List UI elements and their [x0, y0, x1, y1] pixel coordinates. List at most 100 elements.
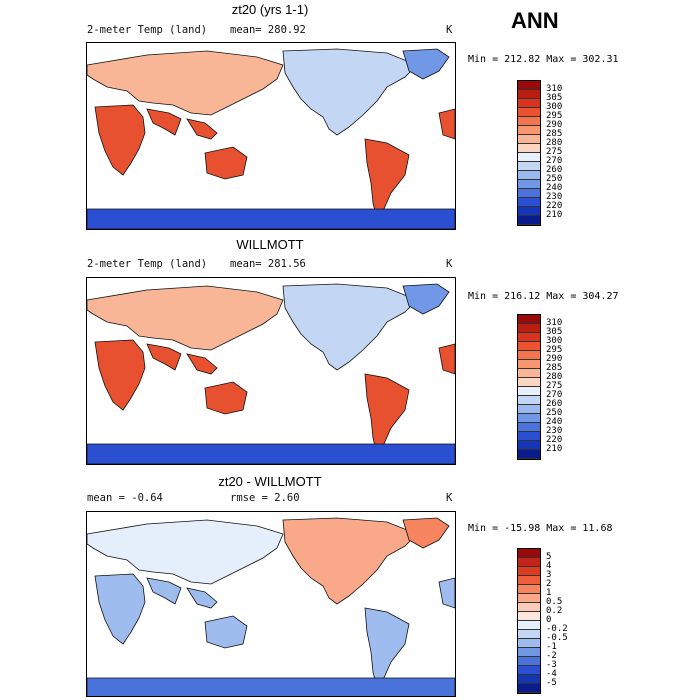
panel-2-minmax: Min = 216.12 Max = 304.27 [468, 291, 619, 302]
colorbar-tick-label: 270 [546, 155, 563, 166]
colorbar-tick-label: 5 [546, 551, 552, 562]
colorbar-tick-label: -3 [546, 659, 557, 670]
landmass-europe-asia [87, 519, 284, 585]
panel-3-rmse-label: rmse = 2.60 [230, 492, 300, 504]
colorbar-swatch [518, 405, 540, 414]
landmass-antarctica [87, 677, 455, 696]
colorbar-swatch [518, 126, 540, 135]
panel-1-mean-label: mean= 280.92 [230, 24, 306, 36]
landmass-south-america [364, 138, 410, 220]
landmass-antarctica [87, 443, 455, 464]
colorbar-swatch [518, 81, 540, 90]
panel-3-map-svg [87, 517, 455, 696]
colorbar-swatch [518, 99, 540, 108]
colorbar-tick-label: 230 [546, 191, 563, 202]
colorbar-swatch [518, 189, 540, 198]
landmass-se-asia [186, 118, 218, 140]
landmass-arabia-india [146, 343, 182, 371]
landmass-greenland [402, 517, 450, 549]
colorbar-swatch [518, 351, 540, 360]
landmass-north-america [282, 517, 418, 605]
panel-1-map [86, 42, 456, 230]
colorbar-swatch [518, 450, 540, 459]
colorbar-tick-label: 0.2 [546, 605, 563, 616]
panel-2-colorbar-labels: 310 305 300 295 290 285 280 275 270 260 250 240 230 2… [546, 314, 586, 458]
colorbar-tick-label: 280 [546, 137, 563, 148]
colorbar-swatch [518, 315, 540, 324]
colorbar-swatch [518, 162, 540, 171]
colorbar-swatch [518, 198, 540, 207]
landmass-europe-asia [87, 285, 284, 351]
colorbar-tick-label: -4 [546, 668, 557, 679]
landmass-south-america [364, 607, 410, 689]
colorbar-swatch [518, 207, 540, 216]
colorbar-swatch [518, 414, 540, 423]
landmass-se-asia [186, 587, 218, 609]
panel-1-title: zt20 (yrs 1-1) [231, 2, 309, 17]
colorbar-swatch [518, 369, 540, 378]
landmass-africa [94, 339, 146, 411]
landmass-australia [204, 381, 248, 415]
colorbar-swatch [518, 612, 540, 621]
colorbar-swatch [518, 387, 540, 396]
colorbar-tick-label: 290 [546, 119, 563, 130]
panel-2-map [86, 277, 456, 465]
colorbar-tick-label: 240 [546, 182, 563, 193]
colorbar-swatch [518, 117, 540, 126]
colorbar-tick-label: -0.5 [546, 632, 568, 643]
panel-3-mean-label: mean = -0.64 [87, 492, 163, 504]
colorbar-swatch [518, 657, 540, 666]
colorbar-swatch [518, 342, 540, 351]
colorbar-tick-label: 3 [546, 569, 552, 580]
colorbar-tick-label: 275 [546, 146, 563, 157]
colorbar-tick-label: 305 [546, 326, 563, 337]
colorbar-swatch [518, 675, 540, 684]
colorbar-swatch [518, 684, 540, 693]
panel-1-colorbar-labels: 310 305 300 295 290 285 280 275 270 260 250 240 230 2… [546, 80, 586, 224]
colorbar-swatch [518, 630, 540, 639]
colorbar-tick-label: 260 [546, 164, 563, 175]
colorbar-tick-label: 4 [546, 560, 552, 571]
colorbar-tick-label: 285 [546, 362, 563, 373]
landmass-north-america [282, 48, 418, 136]
colorbar-tick-label: 0 [546, 614, 552, 625]
colorbar-tick-label: 0.5 [546, 596, 563, 607]
colorbar-tick-label: 280 [546, 371, 563, 382]
panel-2-unit-label: K [446, 258, 453, 270]
colorbar-swatch [518, 423, 540, 432]
colorbar-swatch [518, 666, 540, 675]
panel-3-colorbar [517, 548, 541, 694]
landmass-se-asia [186, 353, 218, 375]
colorbar-swatch [518, 144, 540, 153]
colorbar-swatch [518, 621, 540, 630]
colorbar-tick-label: -0.2 [546, 623, 568, 634]
panel-3-title: zt20 - WILLMOTT [218, 474, 322, 489]
colorbar-swatch [518, 441, 540, 450]
colorbar-swatch [518, 558, 540, 567]
landmass-africa [94, 573, 146, 645]
colorbar-tick-label: -2 [546, 650, 557, 661]
colorbar-tick-label: 210 [546, 443, 563, 454]
panel-3-colorbar-labels: 5 4 3 2 1 0.5 0.2 0 -0.2 -0.5 -1 -2 -3 -4 -5 [546, 548, 586, 692]
colorbar-swatch [518, 360, 540, 369]
panel-1-colorbar [517, 80, 541, 226]
colorbar-tick-label: 250 [546, 407, 563, 418]
panel-3-unit-label: K [446, 492, 453, 504]
colorbar-tick-label: 1 [546, 587, 552, 598]
colorbar-swatch [518, 396, 540, 405]
panel-3-minmax: Min = -15.98 Max = 11.68 [468, 523, 613, 534]
colorbar-tick-label: -5 [546, 677, 557, 688]
landmass-east-africa-edge [438, 108, 455, 140]
panel-2-colorbar [517, 314, 541, 460]
colorbar-tick-label: 310 [546, 83, 563, 94]
colorbar-swatch [518, 90, 540, 99]
colorbar-swatch [518, 603, 540, 612]
colorbar-tick-label: 300 [546, 101, 563, 112]
landmass-europe-asia [87, 50, 284, 116]
colorbar-tick-label: 300 [546, 335, 563, 346]
panel-2-mean-label: mean= 281.56 [230, 258, 306, 270]
panel-2-variable-label: 2-meter Temp (land) [87, 258, 208, 270]
colorbar-swatch [518, 549, 540, 558]
landmass-north-america [282, 283, 418, 371]
colorbar-tick-label: -1 [546, 641, 557, 652]
